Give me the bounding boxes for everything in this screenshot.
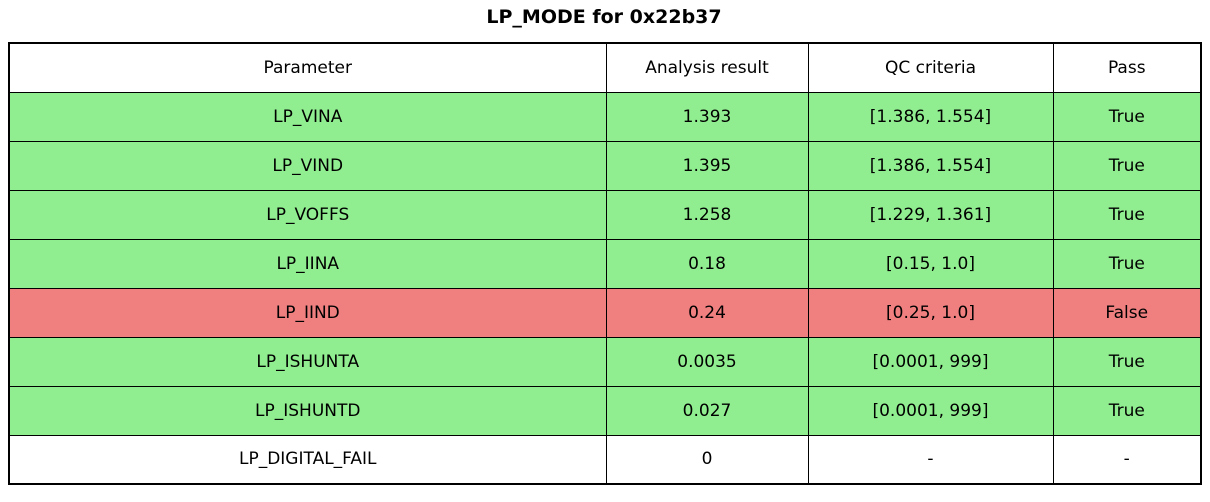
column-header-analysis-result: Analysis result xyxy=(605,42,809,93)
cell-parameter: LP_ISHUNTD xyxy=(8,385,607,436)
cell-qc-criteria: [1.386, 1.554] xyxy=(807,91,1054,142)
cell-qc-criteria: - xyxy=(807,434,1054,485)
cell-qc-criteria: [1.386, 1.554] xyxy=(807,140,1054,191)
page-title: LP_MODE for 0x22b37 xyxy=(486,6,722,28)
table-row: LP_VIND 1.395 [1.386, 1.554] True xyxy=(8,140,1202,191)
cell-qc-criteria: [0.0001, 999] xyxy=(807,385,1054,436)
cell-parameter: LP_ISHUNTA xyxy=(8,336,607,387)
cell-parameter: LP_VIND xyxy=(8,140,607,191)
cell-parameter: LP_VOFFS xyxy=(8,189,607,240)
cell-analysis-result: 0 xyxy=(605,434,809,485)
cell-parameter: LP_DIGITAL_FAIL xyxy=(8,434,607,485)
cell-analysis-result: 0.18 xyxy=(605,238,809,289)
cell-analysis-result: 1.393 xyxy=(605,91,809,142)
column-header-qc-criteria: QC criteria xyxy=(807,42,1054,93)
cell-parameter: LP_IIND xyxy=(8,287,607,338)
table-row: LP_VOFFS 1.258 [1.229, 1.361] True xyxy=(8,189,1202,240)
cell-pass: True xyxy=(1052,91,1202,142)
table-row: LP_VINA 1.393 [1.386, 1.554] True xyxy=(8,91,1202,142)
cell-pass: True xyxy=(1052,189,1202,240)
cell-pass: True xyxy=(1052,385,1202,436)
cell-analysis-result: 1.395 xyxy=(605,140,809,191)
cell-qc-criteria: [1.229, 1.361] xyxy=(807,189,1054,240)
cell-analysis-result: 1.258 xyxy=(605,189,809,240)
table-row: LP_ISHUNTD 0.027 [0.0001, 999] True xyxy=(8,385,1202,436)
cell-qc-criteria: [0.25, 1.0] xyxy=(807,287,1054,338)
cell-pass: True xyxy=(1052,336,1202,387)
table-row: LP_DIGITAL_FAIL 0 - - xyxy=(8,434,1202,485)
cell-analysis-result: 0.24 xyxy=(605,287,809,338)
cell-pass: True xyxy=(1052,140,1202,191)
cell-pass: - xyxy=(1052,434,1202,485)
cell-analysis-result: 0.027 xyxy=(605,385,809,436)
column-header-parameter: Parameter xyxy=(8,42,607,93)
table-header-row: Parameter Analysis result QC criteria Pa… xyxy=(8,42,1202,93)
cell-parameter: LP_IINA xyxy=(8,238,607,289)
cell-analysis-result: 0.0035 xyxy=(605,336,809,387)
column-header-pass: Pass xyxy=(1052,42,1202,93)
cell-pass: False xyxy=(1052,287,1202,338)
cell-pass: True xyxy=(1052,238,1202,289)
cell-qc-criteria: [0.15, 1.0] xyxy=(807,238,1054,289)
table-row: LP_IINA 0.18 [0.15, 1.0] True xyxy=(8,238,1202,289)
table-row: LP_IIND 0.24 [0.25, 1.0] False xyxy=(8,287,1202,338)
cell-parameter: LP_VINA xyxy=(8,91,607,142)
table-row: LP_ISHUNTA 0.0035 [0.0001, 999] True xyxy=(8,336,1202,387)
cell-qc-criteria: [0.0001, 999] xyxy=(807,336,1054,387)
qc-table: Parameter Analysis result QC criteria Pa… xyxy=(8,42,1202,485)
